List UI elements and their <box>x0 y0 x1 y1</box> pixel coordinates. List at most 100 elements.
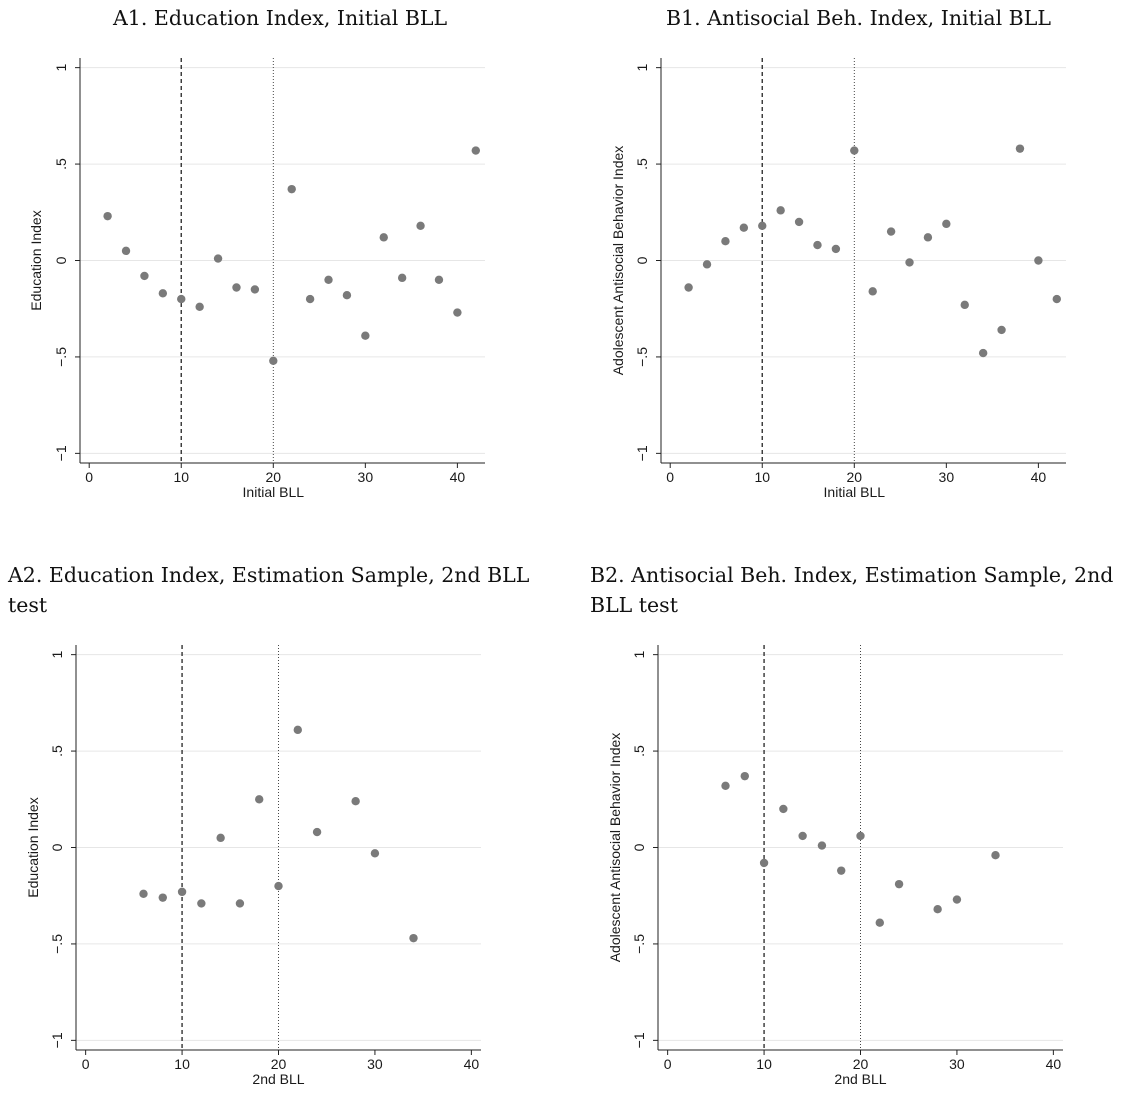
data-point <box>813 240 822 250</box>
x-tick-label: 10 <box>754 469 770 485</box>
data-point <box>471 146 480 155</box>
data-point <box>794 217 804 227</box>
data-point <box>991 851 1000 860</box>
data-point <box>978 348 988 358</box>
data-point <box>759 858 769 868</box>
y-tick-label: 1 <box>49 651 65 659</box>
x-tick-label: 30 <box>367 1056 383 1072</box>
data-point <box>216 833 225 843</box>
y-tick-label: .5 <box>49 745 65 757</box>
y-tick-label: .5 <box>634 158 650 170</box>
x-tick-label: 30 <box>939 469 955 485</box>
data-point <box>905 258 914 267</box>
y-tick-label: −.5 <box>634 347 650 367</box>
data-point <box>868 287 877 296</box>
y-tick-label: 1 <box>634 64 650 72</box>
chart-title: A2. Education Index, Estimation Sample, … <box>8 563 530 617</box>
data-point <box>758 221 767 230</box>
data-point <box>453 308 462 317</box>
data-point <box>837 866 846 875</box>
y-tick-label: 0 <box>631 843 647 851</box>
data-point <box>886 227 896 236</box>
x-tick-label: 0 <box>82 1056 90 1072</box>
y-tick-label: 0 <box>634 256 650 264</box>
data-point <box>177 887 187 897</box>
x-tick-label: 0 <box>664 1056 672 1072</box>
x-axis-label: Initial BLL <box>824 484 886 500</box>
data-point <box>434 275 444 284</box>
x-tick-label: 10 <box>756 1056 772 1072</box>
x-tick-label: 20 <box>853 1056 869 1072</box>
data-point <box>798 831 807 841</box>
data-point <box>817 841 827 850</box>
y-tick-label: −.5 <box>53 347 69 367</box>
data-point <box>342 291 352 300</box>
y-tick-label: 0 <box>53 256 69 264</box>
chart-title: B1. Antisocial Beh. Index, Initial BLL <box>666 6 1051 30</box>
y-tick-label: −.5 <box>631 934 647 954</box>
y-tick-label: 0 <box>49 843 65 851</box>
data-point <box>158 893 167 902</box>
data-point <box>684 283 693 292</box>
data-point <box>235 899 245 908</box>
data-point <box>942 219 951 229</box>
data-point <box>933 905 942 914</box>
data-point <box>274 881 283 891</box>
data-point <box>397 273 407 283</box>
data-point <box>103 211 112 221</box>
x-tick-label: 10 <box>174 1056 190 1072</box>
data-point <box>379 233 388 242</box>
data-point <box>370 849 380 858</box>
y-axis-label: Adolescent Antisocial Behavior Index <box>607 733 623 963</box>
data-point <box>721 781 730 790</box>
data-point <box>1052 294 1061 304</box>
data-point <box>250 285 260 294</box>
data-point <box>894 879 904 889</box>
data-point <box>831 244 841 254</box>
data-point <box>139 889 148 898</box>
data-point <box>409 933 418 943</box>
y-axis-label: Education Index <box>25 797 41 897</box>
data-point <box>312 827 322 837</box>
data-point <box>195 302 204 311</box>
y-axis-label: Education Index <box>28 210 44 310</box>
x-tick-label: 30 <box>949 1056 965 1072</box>
x-tick-label: 40 <box>1046 1056 1062 1072</box>
data-point <box>779 804 788 814</box>
data-point <box>875 918 884 927</box>
data-point <box>952 895 962 904</box>
x-axis-label: 2nd BLL <box>252 1071 304 1087</box>
y-tick-label: .5 <box>631 745 647 757</box>
y-tick-label: −.5 <box>49 934 65 954</box>
data-point <box>739 223 749 232</box>
x-tick-label: 40 <box>464 1056 480 1072</box>
y-tick-label: 1 <box>53 64 69 72</box>
data-point <box>293 725 302 735</box>
data-point <box>121 246 131 256</box>
y-axis-label: Adolescent Antisocial Behavior Index <box>610 146 626 376</box>
data-point <box>197 899 206 908</box>
x-axis-label: Initial BLL <box>243 484 305 500</box>
data-point <box>702 260 712 269</box>
chart-title: A1. Education Index, Initial BLL <box>113 6 448 30</box>
x-tick-label: 20 <box>266 469 282 485</box>
data-point <box>997 325 1006 335</box>
y-tick-label: .5 <box>53 158 69 170</box>
data-point <box>361 331 370 340</box>
data-point <box>721 237 730 246</box>
x-tick-label: 20 <box>271 1056 287 1072</box>
data-point <box>305 294 315 304</box>
data-point <box>255 795 264 804</box>
data-point <box>850 146 859 155</box>
data-point <box>1034 256 1043 265</box>
data-point <box>269 356 278 365</box>
data-point <box>351 797 360 806</box>
data-point <box>1015 144 1025 153</box>
data-point <box>776 206 785 215</box>
data-point <box>232 283 241 292</box>
data-point <box>923 233 933 242</box>
